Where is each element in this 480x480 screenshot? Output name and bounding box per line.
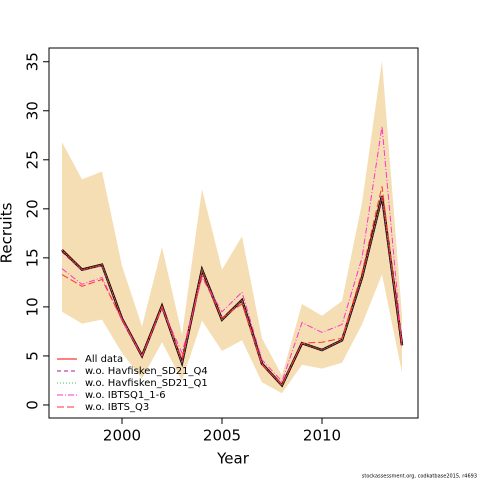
legend-label: w.o. IBTS_Q3	[85, 402, 149, 413]
legend-label: All data	[85, 354, 123, 365]
legend-label: w.o. Havfisken_SD21_Q1	[85, 378, 208, 389]
y-axis-label: Recruits	[0, 202, 16, 263]
y-tick-label: 35	[24, 52, 42, 71]
legend-label: w.o. IBTSQ1_1-6	[85, 390, 166, 401]
y-tick-label: 5	[24, 351, 42, 361]
footnote: stockassessment.org, codkatbase2015, r46…	[362, 474, 477, 480]
series-line	[61, 186, 403, 386]
x-tick-label: 2005	[203, 427, 241, 445]
confidence-band	[62, 60, 402, 394]
y-tick-label: 30	[24, 101, 42, 120]
legend-label: w.o. Havfisken_SD21_Q4	[85, 366, 208, 377]
x-tick-label: 2010	[303, 427, 341, 445]
x-tick-label: 2000	[103, 427, 141, 445]
y-tick-label: 25	[24, 150, 42, 169]
y-tick-label: 10	[24, 297, 42, 316]
y-tick-label: 20	[24, 199, 42, 218]
x-axis-label: Year	[216, 450, 250, 468]
plot-frame	[48, 47, 419, 419]
series-line	[61, 195, 403, 387]
y-tick-label: 15	[24, 248, 42, 267]
y-tick-label: 0	[24, 400, 42, 410]
series-line	[61, 126, 403, 383]
